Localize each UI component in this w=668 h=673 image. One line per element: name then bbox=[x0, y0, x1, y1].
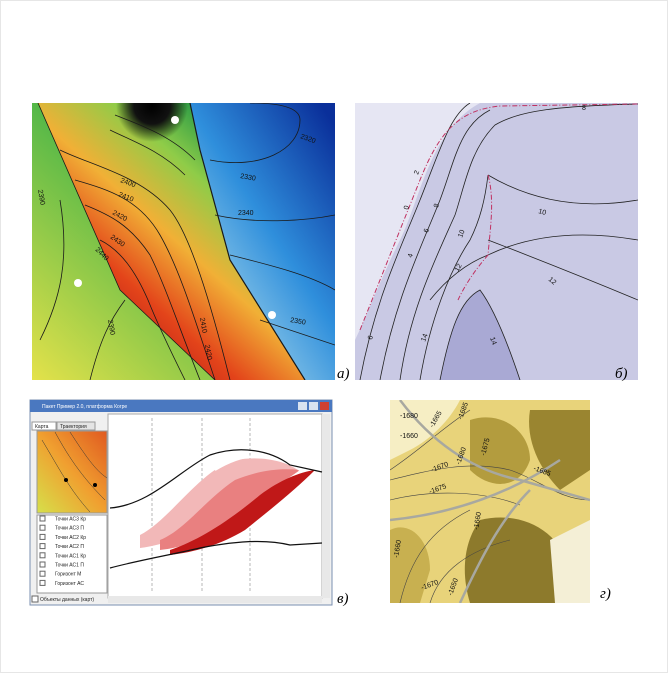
layer-checkbox[interactable] bbox=[40, 562, 45, 567]
layer-checkbox[interactable] bbox=[40, 525, 45, 530]
panel-d-map bbox=[390, 400, 590, 603]
layer-label: Точки АС2 П bbox=[55, 544, 84, 550]
panel-label: б) bbox=[615, 366, 628, 382]
footer-label: Объекты данных (карт) bbox=[40, 597, 94, 603]
layer-checkbox[interactable] bbox=[40, 516, 45, 521]
panel-c-window: Пакет Пример 2.0, платформа Когре Карта … bbox=[30, 400, 332, 605]
panel-label: г) bbox=[600, 586, 611, 602]
layer-checkbox[interactable] bbox=[40, 534, 45, 539]
layer-label: Горизонт АС bbox=[55, 581, 84, 587]
layer-label: Точки АС1 П bbox=[55, 563, 84, 569]
panel-a-map bbox=[32, 70, 335, 380]
layer-label: Точки АС3 П bbox=[55, 526, 84, 532]
layer-label: Точки АС1 Кр bbox=[55, 553, 86, 559]
tab-label[interactable]: Карта bbox=[35, 424, 49, 430]
layer-label: Точки АС3 Кр bbox=[55, 517, 86, 523]
contour-label: -1680 bbox=[400, 413, 418, 420]
layer-checkbox[interactable] bbox=[40, 553, 45, 558]
figure: а) б) Пакет Пример 2.0, платформа Когре … bbox=[0, 0, 668, 673]
layer-checkbox[interactable] bbox=[40, 544, 45, 549]
layer-checkbox[interactable] bbox=[40, 571, 45, 576]
panel-label: а) bbox=[337, 366, 350, 382]
layer-label: Точки АС2 Кр bbox=[55, 535, 86, 541]
close-button[interactable] bbox=[320, 402, 329, 410]
panel-label: в) bbox=[337, 591, 349, 607]
window-title: Пакет Пример 2.0, платформа Когре bbox=[42, 404, 127, 410]
contour-label: -1660 bbox=[400, 433, 418, 440]
tab-label[interactable]: Траектория bbox=[60, 424, 87, 430]
minimize-button[interactable] bbox=[298, 402, 307, 410]
contour-label: 8 bbox=[582, 105, 586, 112]
layer-label: Горизонт М bbox=[55, 572, 81, 578]
layer-checkbox[interactable] bbox=[40, 580, 45, 585]
contour-label: 2340 bbox=[238, 210, 254, 217]
maximize-button[interactable] bbox=[309, 402, 318, 410]
